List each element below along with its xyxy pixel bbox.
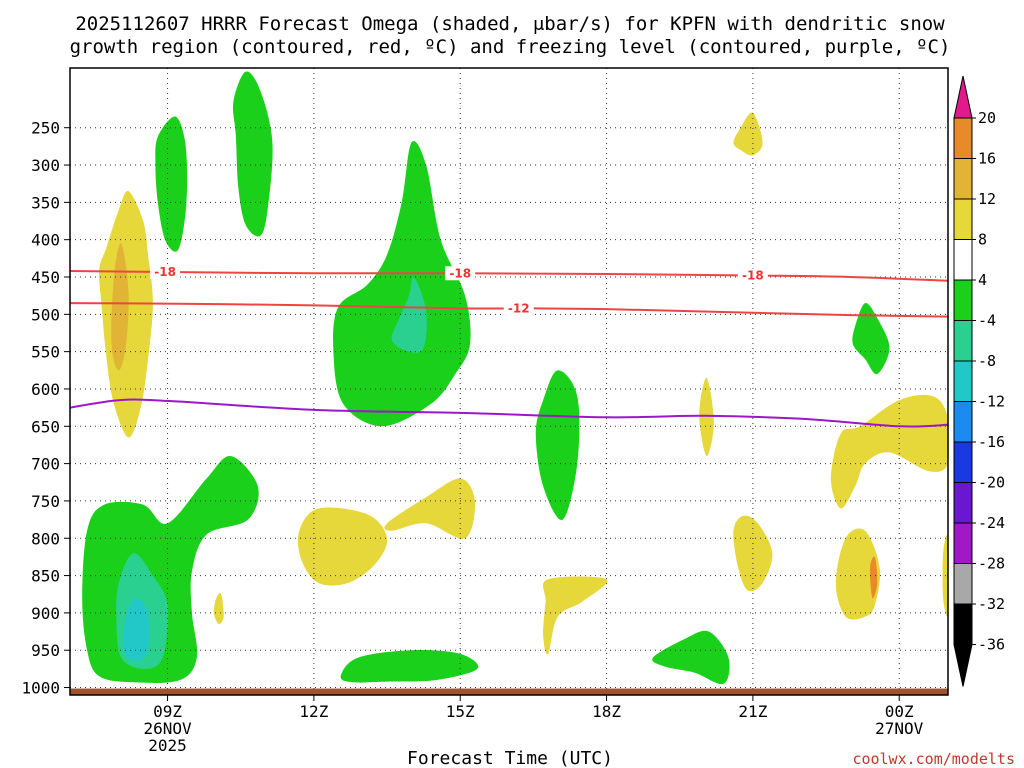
y-tick-label: 350 xyxy=(31,193,60,212)
omega-region-green-09z-low xyxy=(82,456,259,683)
y-tick-label: 950 xyxy=(31,641,60,660)
colorbar-tick-label: -36 xyxy=(978,636,1005,654)
x-axis-label: Forecast Time (UTC) xyxy=(407,748,613,768)
omega-region-orange-08z xyxy=(111,243,129,371)
plot-frame xyxy=(69,67,949,696)
colorbar-segment xyxy=(953,279,973,321)
y-tick-label: 450 xyxy=(31,268,60,287)
colorbar-tick-label: -28 xyxy=(978,555,1005,573)
colorbar-segment xyxy=(953,360,973,402)
x-tick-label: 27NOV xyxy=(875,719,924,738)
y-tick-label: 550 xyxy=(31,343,60,362)
colorbar-segment xyxy=(953,117,973,159)
credit-link[interactable]: coolwx.com/modelts xyxy=(852,750,1015,768)
y-tick-label: 850 xyxy=(31,567,60,586)
x-tick-label: 00Z xyxy=(885,702,914,721)
omega-region-yellow-10z-dot xyxy=(213,593,224,625)
omega-region-yellow-1430 xyxy=(384,478,476,539)
colorbar-tick-label: 4 xyxy=(978,271,987,289)
colorbar-segment xyxy=(953,320,973,362)
x-tick-label: 09Z xyxy=(153,702,182,721)
x-tick-label: 2025 xyxy=(148,736,187,755)
plot-area: -18 -18 -18 -12 xyxy=(70,68,948,695)
omega-region-yellow-1230 xyxy=(297,507,388,586)
colorbar-bottom-arrow xyxy=(953,644,973,687)
contour-label-dgz-minus18: -18 xyxy=(449,266,471,280)
contour-freezing-level xyxy=(70,398,948,428)
y-tick-label: 800 xyxy=(31,529,60,548)
colorbar: 20 16 12 8 4 -4 -8 -12 -16 -20 -24 -28 -32 -36 xyxy=(953,75,1005,687)
x-tick-label: 15Z xyxy=(446,702,475,721)
colorbar-tick-label: 12 xyxy=(978,190,996,208)
omega-region-green-17z xyxy=(535,370,580,520)
omega-region-yellow-21z-upper xyxy=(733,112,763,156)
colorbar-tick-label: -12 xyxy=(978,393,1005,411)
y-tick-label: 750 xyxy=(31,492,60,511)
ground-surface xyxy=(70,688,948,695)
colorbar-tick-label: 8 xyxy=(978,231,987,249)
omega-region-yellow-2330-ridge xyxy=(830,394,948,509)
y-tick-label: 250 xyxy=(31,119,60,138)
colorbar-segment xyxy=(953,239,973,281)
colorbar-segment xyxy=(953,482,973,524)
colorbar-segment xyxy=(953,198,973,240)
colorbar-tick-label: -20 xyxy=(978,474,1005,492)
y-tick-label: 400 xyxy=(31,231,60,250)
colorbar-tick-label: -8 xyxy=(978,352,996,370)
contour-label-dgz-minus18: -18 xyxy=(154,265,176,279)
colorbar-segment xyxy=(953,522,973,564)
omega-region-yellow-2330-low xyxy=(835,528,881,620)
omega-region-green-09z-upper xyxy=(155,116,188,252)
y-tick-label: 500 xyxy=(31,305,60,324)
colorbar-tick-label: 20 xyxy=(978,109,996,127)
colorbar-top-arrow xyxy=(953,75,973,119)
y-tick-label: 1000 xyxy=(21,679,60,698)
colorbar-tick-label: -24 xyxy=(978,514,1005,532)
colorbar-tick-label: -32 xyxy=(978,595,1005,613)
omega-region-cyan-09z-low xyxy=(123,597,150,662)
omega-region-green-1030-upper xyxy=(232,71,273,237)
contour-label-bg xyxy=(150,264,181,279)
contour-label-bg xyxy=(503,301,534,316)
omega-region-green-14z-low xyxy=(340,650,479,683)
contour-label-bg xyxy=(445,266,476,281)
contour-label-dgz-minus18: -18 xyxy=(742,269,764,283)
omega-region-teal-14z xyxy=(391,276,427,353)
colorbar-segment xyxy=(953,401,973,443)
chart-title-line1: 2025112607 HRRR Forecast Omega (shaded, … xyxy=(75,13,945,35)
x-tick-label: 26NOV xyxy=(143,719,192,738)
x-tick-label: 21Z xyxy=(738,702,767,721)
x-tick-label: 12Z xyxy=(299,702,328,721)
omega-region-green-20z-low xyxy=(652,630,730,685)
chart-title-line2: growth region (contoured, red, ºC) and f… xyxy=(70,36,951,58)
omega-region-orange-2330 xyxy=(869,556,878,599)
colorbar-tick-label: -16 xyxy=(978,433,1005,451)
colorbar-segment xyxy=(953,158,973,200)
contour-label-dgz-minus12: -12 xyxy=(508,301,530,315)
colorbar-tick-label: -4 xyxy=(978,312,996,330)
x-tick-label: 18Z xyxy=(592,702,621,721)
contour-dgz-minus18 xyxy=(70,270,948,282)
y-tick-label: 300 xyxy=(31,156,60,175)
colorbar-segment xyxy=(953,441,973,483)
colorbar-segment xyxy=(953,563,973,605)
omega-region-green-2330 xyxy=(852,302,890,375)
colorbar-tick-label: 16 xyxy=(978,150,996,168)
omega-region-green-14z-core xyxy=(333,140,471,427)
y-tick-label: 700 xyxy=(31,455,60,474)
y-tick-label: 900 xyxy=(31,604,60,623)
contour-label-bg xyxy=(737,268,768,283)
y-tick-label: 600 xyxy=(31,380,60,399)
y-tick-label: 650 xyxy=(31,417,60,436)
colorbar-segment xyxy=(953,603,973,645)
omega-region-yellow-20z-small xyxy=(699,377,714,457)
omega-region-yellow-17z-low xyxy=(543,576,608,655)
